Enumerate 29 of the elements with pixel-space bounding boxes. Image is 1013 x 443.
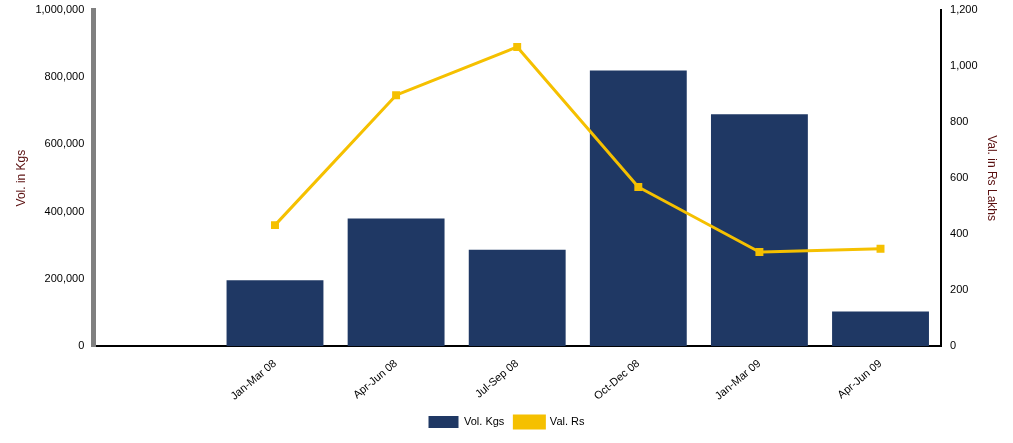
legend-label: Vol. Kgs	[464, 415, 505, 428]
bar	[710, 114, 808, 347]
bar	[468, 249, 566, 347]
y-tick-label: 1,000,000	[35, 3, 85, 16]
y-tick-label: 600,000	[44, 137, 85, 150]
y2-tick-label: 600	[950, 171, 969, 184]
y-tick-label: 800,000	[44, 70, 85, 83]
y2-tick-label: 800	[950, 115, 969, 128]
y2-tick-label: 1,000	[950, 59, 978, 72]
y2-tick-label: 400	[950, 227, 969, 240]
y-axis-title: Vol. in Kgs	[13, 149, 28, 207]
point	[634, 183, 643, 191]
point	[392, 91, 401, 100]
y-tick-label: 400,000	[44, 204, 85, 217]
point	[271, 221, 279, 230]
y-tick-label: 0	[78, 339, 85, 352]
y2-tick-label: 0	[950, 339, 957, 352]
y-tick-label: 200,000	[44, 271, 85, 284]
y2-tick-label: 200	[950, 283, 969, 296]
point	[513, 43, 522, 51]
legend-label: Val. Rs	[549, 415, 585, 428]
y2-axis-title: Val. in Rs Lakhs	[985, 135, 1000, 221]
bar	[589, 70, 687, 347]
bar	[832, 311, 929, 347]
bar	[347, 218, 445, 347]
y2-tick-label: 1,200	[950, 3, 978, 16]
point	[876, 244, 885, 253]
point	[755, 248, 764, 256]
bar	[226, 280, 324, 347]
